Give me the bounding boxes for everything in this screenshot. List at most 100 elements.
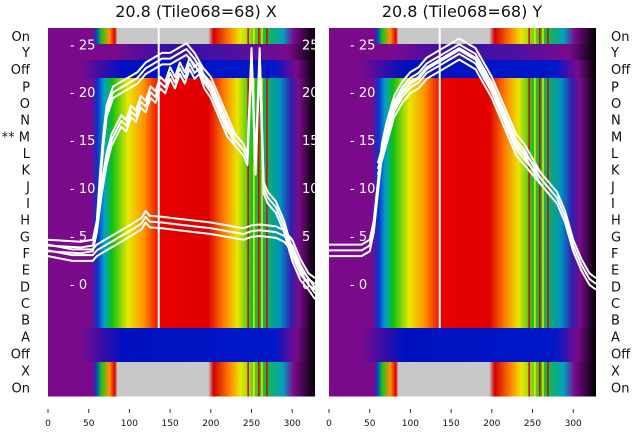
heatmap-stripe: [253, 294, 255, 312]
row-label: P: [611, 80, 619, 95]
heatmap-stripe: [534, 244, 536, 262]
row-label: Off: [611, 348, 631, 363]
row-label: K: [21, 164, 30, 179]
y-tick-label-right: 15: [302, 134, 319, 149]
y-tick-label-right: 25: [302, 38, 319, 53]
heatmap-stripe: [528, 311, 530, 329]
heatmap-stripe: [542, 294, 544, 312]
heatmap-stripe: [266, 94, 268, 112]
heatmap-stripe: [258, 28, 260, 45]
heatmap-stripe: [534, 362, 536, 380]
heatmap-stripe: [539, 94, 541, 112]
heatmap-stripe: [539, 228, 541, 246]
heatmap-stripe: [534, 128, 536, 146]
row-label: ** M: [2, 130, 30, 145]
x-tick-label: 300: [284, 419, 301, 429]
heatmap-stripe: [547, 261, 549, 279]
heatmap-stripe: [266, 111, 268, 129]
heatmap-stripe: [547, 362, 549, 380]
heatmap-stripe: [528, 228, 530, 246]
heatmap-stripe: [534, 78, 536, 96]
heatmap-stripe: [547, 311, 549, 329]
row-label: G: [20, 230, 30, 245]
heatmap-stripe: [261, 244, 263, 262]
heatmap-stripe: [253, 244, 255, 262]
heatmap-stripe: [539, 128, 541, 146]
row-label: D: [611, 280, 621, 295]
row-label: I: [26, 197, 30, 212]
heatmap-row: [329, 278, 596, 296]
heatmap-stripe: [542, 362, 544, 380]
x-tick-label: 50: [364, 419, 376, 429]
heatmap-stripe: [253, 278, 255, 296]
heatmap-stripe: [247, 294, 249, 312]
series-line-profile-upper: [47, 42, 316, 289]
row-label: F: [611, 247, 618, 262]
heatmap-stripe: [534, 278, 536, 296]
x-tick-label: 200: [483, 419, 500, 429]
heatmap-stripe: [547, 211, 549, 229]
row-label: A: [611, 331, 620, 346]
x-tick-label: 150: [443, 419, 460, 429]
series-line-profile-lower: [47, 221, 316, 291]
heatmap-stripe: [261, 261, 263, 279]
heatmap-stripe: [539, 362, 541, 380]
heatmap-stripe: [542, 228, 544, 246]
heatmap-stripe: [247, 379, 249, 397]
heatmap-stripe: [528, 194, 530, 212]
heatmap-stripe: [266, 244, 268, 262]
row-label: B: [611, 314, 620, 329]
x-tick-label: 250: [243, 419, 260, 429]
row-label: L: [23, 147, 31, 162]
heatmap-stripe: [247, 244, 249, 262]
heatmap-stripe: [547, 278, 549, 296]
heatmap-stripe: [261, 379, 263, 397]
x-tick-label: 100: [402, 419, 419, 429]
heatmap-stripe: [258, 178, 260, 196]
heatmap-stripe: [542, 311, 544, 329]
series-line-profile-lower: [47, 215, 316, 285]
heatmap-stripe: [528, 379, 530, 397]
heatmap-stripe: [547, 194, 549, 212]
heatmap-stripe: [534, 379, 536, 397]
heatmap-row: [48, 278, 315, 296]
heatmap-stripe: [542, 78, 544, 96]
heatmap-row: [329, 228, 596, 246]
heatmap-stripe: [258, 128, 260, 146]
y-tick-label: - 15: [350, 134, 375, 149]
heatmap-stripe: [258, 111, 260, 129]
heatmap-row: [329, 362, 596, 380]
row-label: N: [20, 114, 30, 129]
row-label: P: [22, 80, 30, 95]
right-y-ticks: - 0 - 5 - 10 - 15 - 20 - 25: [350, 38, 375, 293]
heatmap-stripe: [542, 144, 544, 162]
heatmap-row: [329, 161, 596, 179]
row-label: Off: [11, 63, 31, 78]
row-label: A: [21, 331, 30, 346]
x-tick-label: 150: [162, 419, 179, 429]
heatmap-stripe: [261, 311, 263, 329]
heatmap-stripe: [528, 261, 530, 279]
heatmap-stripe: [528, 278, 530, 296]
row-label: X: [21, 365, 30, 380]
series-line-profile-lower: [376, 47, 542, 174]
heatmap-stripe: [253, 78, 255, 96]
heatmap-stripe: [261, 211, 263, 229]
heatmap-stripe: [539, 144, 541, 162]
heatmap-row: [48, 311, 315, 329]
heatmap-stripe: [258, 144, 260, 162]
heatmap-stripe: [266, 128, 268, 146]
y-tick-label: - 15: [70, 134, 95, 149]
heatmap-stripe: [539, 294, 541, 312]
heatmap-stripe: [542, 94, 544, 112]
heatmap-stripe: [258, 211, 260, 229]
heatmap-stripe: [253, 362, 255, 380]
row-label: O: [20, 97, 30, 112]
row-label: G: [611, 230, 621, 245]
heatmap-stripe: [266, 78, 268, 96]
left-profile-lines: [47, 28, 316, 328]
heatmap-stripe: [539, 28, 541, 45]
row-label: Off: [611, 63, 631, 78]
